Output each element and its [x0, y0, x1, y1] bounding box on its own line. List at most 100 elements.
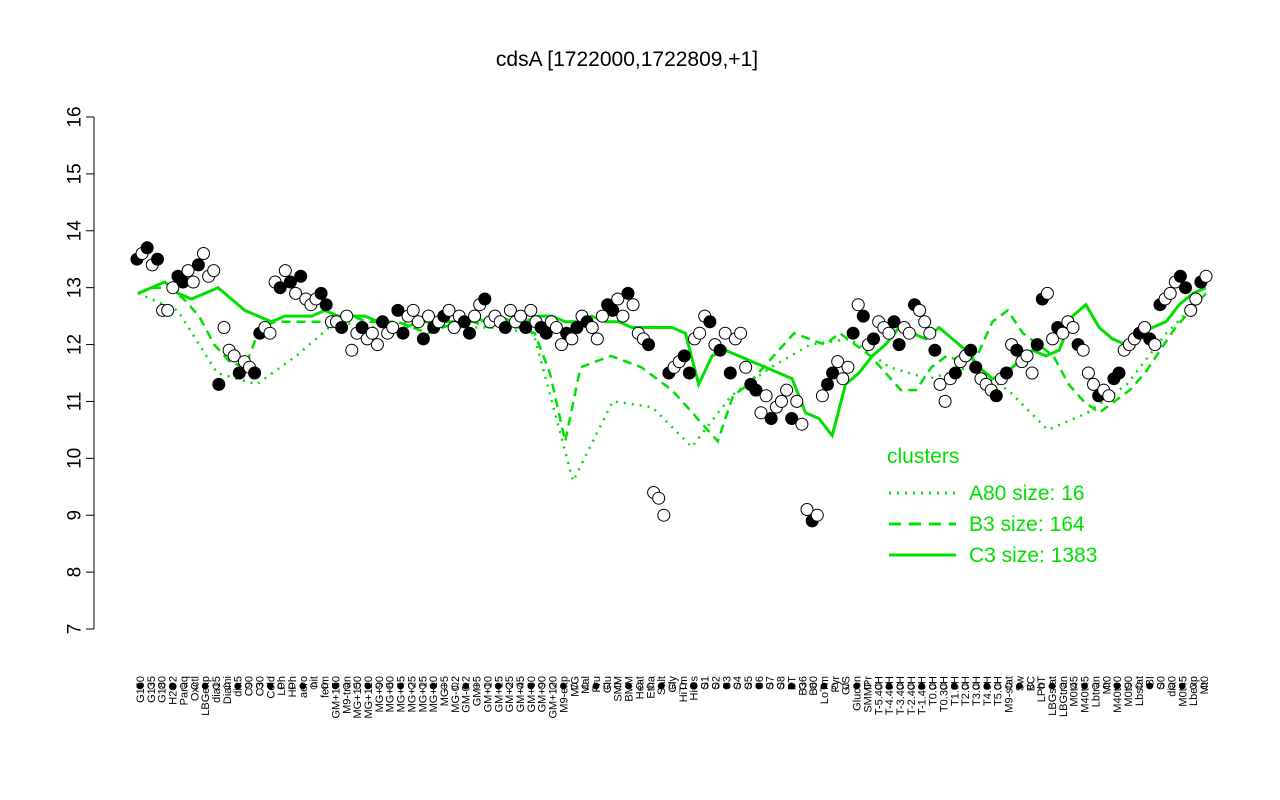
data-point: [539, 326, 553, 340]
x-tick-marker: [158, 682, 166, 690]
data-point: [1184, 303, 1198, 317]
data-point: [340, 309, 354, 323]
x-tick-labels: G150G135G180H2O2ParaqOxctlLBGexpdia15Dia…: [135, 675, 1211, 718]
x-tick-label: H2O2: [168, 676, 180, 705]
x-tick-marker: [462, 682, 470, 690]
x-tick-label: S8: [776, 676, 788, 689]
x-tick-marker: [484, 682, 491, 690]
x-tick-label: T2.0H: [960, 676, 972, 706]
data-point: [314, 286, 328, 300]
y-tick-label: 13: [65, 277, 86, 298]
x-tick-label: MG+10: [428, 676, 440, 712]
x-tick-marker: [1146, 682, 1154, 690]
data-point: [642, 338, 655, 352]
x-tick-marker: [788, 682, 795, 690]
data-point: [1102, 389, 1116, 403]
x-tick-marker: [570, 682, 578, 690]
x-tick-label: Gly: [667, 676, 679, 693]
x-tick-marker: [1070, 682, 1078, 690]
x-tick-marker: [777, 682, 784, 690]
data-point: [416, 332, 430, 346]
x-tick-label: Glu: [602, 676, 614, 693]
x-tick-marker: [896, 682, 904, 690]
x-tick-marker: [766, 682, 774, 690]
x-tick-label: Pyr: [830, 676, 842, 693]
x-tick-label: MG+90: [374, 676, 386, 712]
x-tick-marker: [755, 682, 763, 690]
data-point: [463, 326, 476, 340]
data-point: [590, 332, 604, 346]
x-tick-label: S6: [754, 676, 766, 689]
data-point: [555, 338, 568, 352]
data-point: [887, 315, 901, 329]
y-tick-label: 10: [65, 448, 86, 469]
x-tick-marker: [527, 682, 535, 690]
x-tick-marker: [386, 682, 394, 690]
data-point: [693, 326, 707, 340]
y-tick-label: 8: [65, 567, 86, 578]
y-tick-label: 16: [65, 106, 86, 127]
x-tick-label: dia5: [233, 676, 245, 697]
x-tick-marker: [972, 682, 980, 690]
y-tick-label: 12: [65, 334, 86, 355]
data-point: [232, 366, 246, 380]
data-point: [197, 247, 210, 260]
x-tick-marker: [418, 682, 426, 690]
x-tick-label: LBGstat: [1047, 676, 1059, 716]
x-tick-marker: [1005, 682, 1012, 690]
data-point: [151, 252, 164, 266]
axes: 7 8 9 10 11 12 13 14 15 16: [65, 106, 95, 635]
data-point: [422, 309, 435, 323]
data-point: [902, 326, 916, 340]
x-tick-marker: [646, 682, 654, 690]
x-tick-marker: [494, 682, 502, 690]
x-tick-marker: [1124, 682, 1132, 690]
x-tick-label: G/S: [841, 676, 853, 695]
data-point: [549, 321, 563, 334]
x-tick-marker: [885, 682, 893, 690]
data-point: [207, 264, 221, 278]
x-tick-marker: [223, 682, 231, 690]
x-tick-marker: [625, 682, 632, 690]
x-tick-label: M0t90: [1123, 676, 1135, 707]
y-tick-label: 7: [65, 624, 86, 635]
data-point: [1138, 321, 1152, 334]
data-point: [1066, 321, 1080, 334]
data-point: [376, 315, 389, 329]
x-tick-label: M9-tran: [341, 676, 353, 714]
data-point: [570, 321, 584, 334]
x-tick-marker: [180, 682, 187, 690]
x-tick-label: S4: [732, 676, 744, 689]
x-tick-marker: [983, 682, 991, 690]
x-tick-label: GM+15: [493, 676, 505, 712]
x-tick-label: MG+120: [363, 676, 375, 719]
x-tick-label: LBGexp: [200, 676, 212, 716]
data-point: [442, 303, 456, 317]
data-point: [140, 241, 154, 255]
x-tick-marker: [874, 682, 882, 690]
x-tick-label: Cold: [265, 676, 277, 699]
x-tick-marker: [299, 682, 307, 690]
data-point: [386, 321, 400, 334]
x-tick-marker: [266, 682, 274, 690]
x-tick-marker: [190, 682, 198, 690]
data-point: [626, 298, 640, 312]
legend-label-b3: B3 size: 164: [969, 513, 1085, 536]
data-point: [785, 412, 799, 425]
x-tick-label: aero: [298, 676, 310, 698]
data-point: [718, 326, 732, 340]
data-point: [657, 508, 671, 522]
y-tick-label: 15: [65, 163, 86, 184]
y-tick-label: 11: [65, 392, 86, 412]
data-point: [1020, 349, 1034, 363]
x-tick-marker: [907, 682, 915, 690]
data-point: [913, 303, 927, 317]
x-tick-marker: [961, 682, 969, 690]
x-tick-label: dia0: [1166, 676, 1178, 697]
x-tick-marker: [950, 682, 958, 690]
x-tick-label: T-1.40H: [917, 676, 929, 715]
data-point: [928, 343, 942, 357]
x-tick-label: Oxctl: [189, 676, 201, 701]
data-point: [1000, 366, 1013, 380]
x-tick-marker: [614, 682, 622, 690]
